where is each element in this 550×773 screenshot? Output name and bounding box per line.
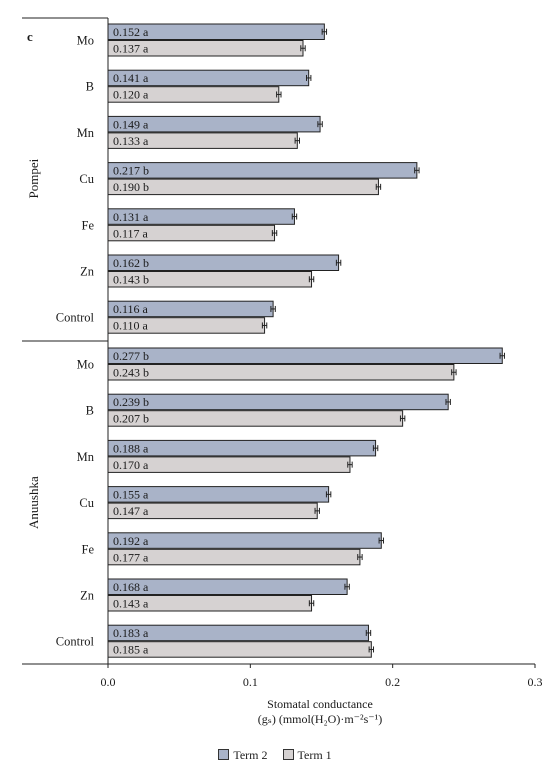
data-label-anuushka-mo-term2: 0.277 b <box>113 349 149 363</box>
category-label-anuushka-control: Control <box>56 635 95 649</box>
data-label-pompei-fe-term2: 0.131 a <box>113 210 149 224</box>
data-label-pompei-mo-term1: 0.137 a <box>113 42 149 56</box>
panel-label: c <box>27 29 33 44</box>
category-label-anuushka-b: B <box>86 404 94 418</box>
category-label-pompei-mo: Mo <box>77 34 94 48</box>
data-label-anuushka-cu-term1: 0.147 a <box>113 504 149 518</box>
data-label-pompei-control-term2: 0.116 a <box>113 302 149 316</box>
legend-label-term2: Term 2 <box>233 748 268 762</box>
bar-pompei-cu-term2 <box>107 162 418 179</box>
category-label-anuushka-fe: Fe <box>82 542 95 556</box>
legend-swatch-term2 <box>218 749 230 760</box>
data-label-anuushka-control-term1: 0.185 a <box>113 643 149 657</box>
data-label-anuushka-mo-term1: 0.243 b <box>113 366 149 380</box>
data-label-anuushka-b-term2: 0.239 b <box>113 395 149 409</box>
data-label-anuushka-fe-term1: 0.177 a <box>113 550 149 564</box>
data-label-pompei-mn-term2: 0.149 a <box>113 117 149 131</box>
legend-item-term1: Term 1 <box>282 748 332 763</box>
x-tick-label-1: 0.1 <box>243 675 258 689</box>
category-label-anuushka-mo: Mo <box>77 358 94 372</box>
x-tick-label-0: 0.0 <box>101 675 116 689</box>
bar-anuushka-b-term2 <box>107 393 449 411</box>
axis-layer: Mo B Mn Cu Fe Zn Control Mo B Mn Cu Fe Zn Control Pomp… <box>22 17 543 689</box>
bar-anuushka-mo-term2 <box>107 347 503 364</box>
legend-swatch-term1 <box>282 749 294 760</box>
bar-anuushka-b-term1 <box>107 410 404 427</box>
data-label-anuushka-zn-term1: 0.143 a <box>113 597 149 611</box>
x-axis-label-line1: Stomatal conductance <box>267 697 373 711</box>
data-label-pompei-mn-term1: 0.133 a <box>113 134 149 148</box>
data-label-anuushka-fe-term2: 0.192 a <box>113 534 149 548</box>
data-label-pompei-zn-term1: 0.143 b <box>113 273 149 287</box>
legend: Term 2 Term 1 <box>0 748 550 763</box>
x-tick-label-3: 0.3 <box>528 675 543 689</box>
x-tick-label-2: 0.2 <box>385 675 400 689</box>
data-label-pompei-b-term2: 0.141 a <box>113 71 149 85</box>
x-axis-label-line2: (gₛ) (mmol(H₂O)·m⁻²s⁻¹) <box>258 712 382 726</box>
data-label-anuushka-b-term1: 0.207 b <box>113 412 149 426</box>
group-label-pompei: Pompei <box>26 158 41 198</box>
legend-label-term1: Term 1 <box>297 748 332 762</box>
group-label-anuushka: Anuushka <box>26 476 41 529</box>
data-label-anuushka-cu-term2: 0.155 a <box>113 488 149 502</box>
data-label-pompei-fe-term1: 0.117 a <box>113 226 149 240</box>
category-label-pompei-cu: Cu <box>79 172 94 186</box>
data-label-pompei-b-term1: 0.120 a <box>113 88 149 102</box>
category-label-pompei-fe: Fe <box>82 218 95 232</box>
category-label-anuushka-cu: Cu <box>79 496 94 510</box>
bar-anuushka-mo-term1 <box>107 364 455 381</box>
category-label-pompei-b: B <box>86 80 94 94</box>
category-label-anuushka-zn: Zn <box>80 589 95 603</box>
data-label-anuushka-mn-term1: 0.170 a <box>113 458 149 472</box>
data-label-pompei-cu-term1: 0.190 b <box>113 180 149 194</box>
bars-layer: 0.152 a 0.137 a 0.141 a 0.120 a 0.149 a 0.133… <box>107 23 505 658</box>
stomatal-conductance-chart: c 0.152 a0.137 a0.141 a0.120 a0.149 a0.1… <box>22 17 543 726</box>
category-label-pompei-zn: Zn <box>80 265 95 279</box>
bar-anuushka-fe-term2 <box>107 532 382 549</box>
data-label-pompei-control-term1: 0.110 a <box>113 319 149 333</box>
category-label-anuushka-mn: Mn <box>77 450 95 464</box>
data-label-anuushka-zn-term2: 0.168 a <box>113 580 149 594</box>
data-label-pompei-mo-term2: 0.152 a <box>113 25 149 39</box>
data-label-pompei-cu-term2: 0.217 b <box>113 164 149 178</box>
category-label-pompei-mn: Mn <box>77 126 95 140</box>
legend-item-term2: Term 2 <box>218 748 268 763</box>
data-label-anuushka-mn-term2: 0.188 a <box>113 441 149 455</box>
category-label-pompei-control: Control <box>56 311 95 325</box>
data-label-pompei-zn-term2: 0.162 b <box>113 256 149 270</box>
data-label-anuushka-control-term2: 0.183 a <box>113 626 149 640</box>
